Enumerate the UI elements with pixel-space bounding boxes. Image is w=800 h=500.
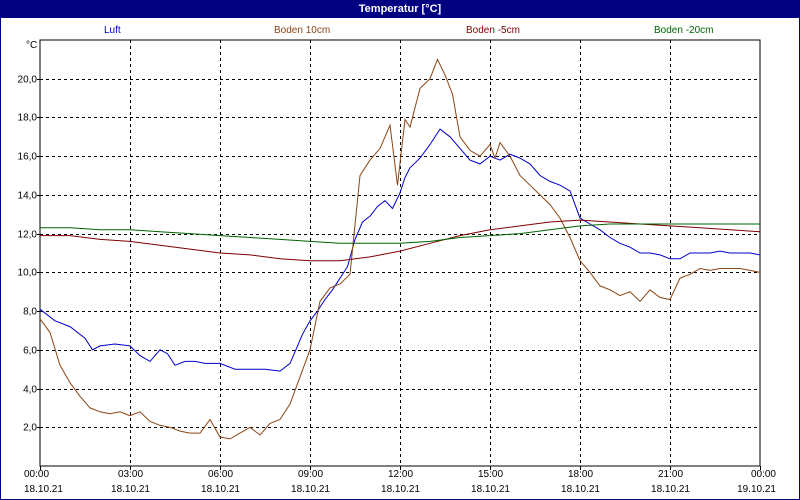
y-axis-unit: °C [26, 40, 37, 51]
x-tick-date: 18.10.21 [651, 484, 690, 495]
x-tick-time: 18:00 [568, 469, 593, 480]
legend-boden-minus-5cm: Boden -5cm [466, 25, 520, 36]
x-tick-time: 00:00 [751, 469, 776, 480]
y-tick-label: 6,0 [23, 346, 37, 357]
series-line-boden-10cm [39, 58, 761, 440]
x-tick-date: 18.10.21 [201, 484, 240, 495]
legend-boden-minus-20cm: Boden -20cm [654, 25, 714, 36]
x-tick-time: 21:00 [658, 469, 683, 480]
y-tick-label: 12,0 [18, 230, 38, 241]
y-tick-label: 20,0 [18, 75, 38, 86]
y-tick-label: 2,0 [23, 423, 37, 434]
x-tick-date: 18.10.21 [24, 484, 63, 495]
x-tick-time: 15:00 [478, 469, 503, 480]
series-line-luft [39, 128, 761, 372]
x-tick-time: 03:00 [118, 469, 143, 480]
y-tick-label: 10,0 [18, 268, 38, 279]
x-tick-time: 00:00 [24, 469, 49, 480]
x-tick-date: 19.10.21 [737, 484, 776, 495]
y-tick-label: 16,0 [18, 152, 38, 163]
x-tick-date: 18.10.21 [561, 484, 600, 495]
y-tick-label: 8,0 [23, 307, 37, 318]
window-title: Temperatur [°C] [0, 0, 800, 18]
legend-boden-10cm: Boden 10cm [274, 25, 331, 36]
series-layer [39, 58, 761, 440]
x-tick-date: 18.10.21 [111, 484, 150, 495]
x-tick-time: 12:00 [388, 469, 413, 480]
legend-luft: Luft [104, 25, 121, 36]
y-tick-label: 14,0 [18, 191, 38, 202]
y-tick-label: 18,0 [18, 113, 38, 124]
x-tick-date: 18.10.21 [381, 484, 420, 495]
series-line-boden-20cm [40, 223, 760, 244]
axes: °C 2,0 4,0 6,0 8,0 10,0 12,0 14,0 16,0 18,0 20,0 0… [18, 40, 777, 495]
x-tick-date: 18.10.21 [291, 484, 330, 495]
x-tick-date: 18.10.21 [471, 484, 510, 495]
y-tick-label: 4,0 [23, 385, 37, 396]
x-tick-time: 06:00 [208, 469, 233, 480]
x-tick-time: 09:00 [298, 469, 323, 480]
